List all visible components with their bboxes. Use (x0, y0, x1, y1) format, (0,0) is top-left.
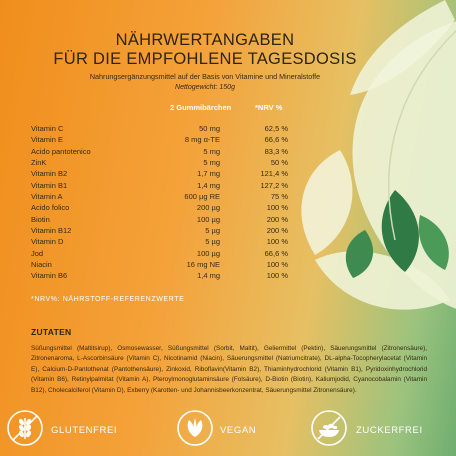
nutrient-nrv: 200 % (266, 214, 288, 224)
nutrient-name: Vitamin D (31, 237, 64, 247)
nutrient-nrv: 75 % (270, 192, 288, 202)
nutrient-amount: 5 µg (205, 226, 220, 236)
nutrient-name: Vitamin B6 (31, 271, 68, 281)
nutrient-nrv: 200 % (266, 226, 288, 236)
nutrient-nrv: 121,4 % (260, 169, 288, 179)
nutrient-name: Jod (31, 248, 44, 258)
table-row: Vitamin B2 1,7 mg 121,4 % (0, 169, 456, 180)
nutrient-nrv: 127,2 % (260, 180, 288, 190)
leaf-dark-2 (345, 230, 374, 278)
nutrient-nrv: 100 % (266, 203, 288, 213)
ingredients-heading: ZUTATEN (31, 327, 72, 337)
nutrient-nrv: 50 % (270, 158, 288, 168)
leaf-top (350, 0, 455, 95)
nutrient-name: Vitamin B12 (31, 226, 72, 236)
nutrient-amount: 1,7 mg (197, 169, 220, 179)
nutrient-name: ZinK (31, 158, 47, 168)
table-row: Vitamin A 600 µg RE 75 % (0, 192, 456, 203)
nutrient-name: Vitamin C (31, 124, 64, 133)
nutrient-amount: 1,4 mg (197, 180, 220, 190)
nutrient-amount: 5 mg (203, 146, 220, 156)
nutrient-amount: 1,4 mg (197, 271, 220, 281)
table-row: Vitamin C 50 mg 62,5 % (0, 124, 456, 135)
glutenfree-label: GLUTENFREI (51, 425, 118, 436)
nutrient-nrv: 100 % (266, 260, 288, 270)
nutrient-amount: 100 µg (196, 214, 220, 224)
table-row: Jod 100 µg 66,6 % (0, 249, 456, 260)
sugarfree-label: ZUCKERFREI (356, 425, 423, 436)
nutrient-name: Vitamin B2 (31, 169, 68, 179)
nutrient-amount: 16 mg NE (186, 260, 220, 270)
nutrient-nrv: 100 % (266, 237, 288, 247)
ingredients-text: Süßungsmittel (Maltitsirup), Osmosewasse… (31, 345, 427, 394)
nutrient-nrv: 66,6 % (264, 248, 288, 258)
table-header: 2 Gummibärchen *NRV % (0, 103, 456, 115)
nutrient-name: Vitamin B1 (31, 180, 68, 190)
table-row: Vitamin B12 5 µg 200 % (0, 226, 456, 237)
nutrient-amount: 200 µg (196, 203, 220, 213)
nutrient-nrv: 62,5 % (264, 124, 288, 133)
product-description: Nahrungsergänzungsmittel auf der Basis v… (89, 72, 321, 81)
leaf-vein (388, 29, 456, 241)
nutrient-name: Acido pantotenico (31, 146, 91, 156)
leaves-illustration (301, 0, 456, 310)
nutrition-table: Vitamin C 50 mg 62,5 % Vitamin E 8 mg α-TE 6… (0, 124, 456, 283)
page-title-line2: FÜR DIE EMPFOHLENE TAGESDOSIS (53, 50, 357, 68)
nutrient-nrv: 83,3 % (264, 146, 288, 156)
nutrient-name: Acido folico (31, 203, 70, 213)
table-row: Vitamin B1 1,4 mg 127,2 % (0, 181, 456, 192)
vegan-badge: VEGAN (176, 409, 291, 449)
nutrient-name: Biotin (31, 214, 50, 224)
nutrient-amount: 50 mg (199, 124, 220, 133)
table-row: Biotin 100 µg 200 % (0, 215, 456, 226)
nutrient-nrv: 100 % (266, 271, 288, 281)
nutrient-name: Niacin (31, 260, 52, 270)
nutrient-nrv: 66,6 % (264, 135, 288, 145)
nutrient-name: Vitamin E (31, 135, 63, 145)
table-row: Niacin 16 mg NE 100 % (0, 260, 456, 271)
table-row: Acido folico 200 µg 100 % (0, 203, 456, 214)
nutrient-amount: 5 µg (205, 237, 220, 247)
leaf-mid-left (301, 150, 353, 255)
table-row: Vitamin B6 1,4 mg 100 % (0, 271, 456, 282)
leaf-icon (177, 410, 213, 446)
nutrient-amount: 5 mg (203, 158, 220, 168)
sugarfree-badge: ZUCKERFREI (310, 409, 455, 449)
vegan-label: VEGAN (220, 425, 257, 436)
nutrient-amount: 100 µg (196, 248, 220, 258)
nutrient-amount: 600 µg RE (184, 192, 220, 202)
nutrient-name: Vitamin A (31, 192, 63, 202)
leaf-dark-3 (418, 215, 449, 270)
nutrient-amount: 8 mg α-TE (184, 135, 220, 145)
leaf-dark-1 (381, 190, 419, 272)
table-row: ZinK 5 mg 50 % (0, 158, 456, 169)
sugar-free-icon (311, 410, 347, 446)
net-weight: Nettogewicht: 150g (175, 84, 235, 91)
wheat-icon (7, 410, 43, 446)
page-title-line1: NÄHRWERTANGABEN (115, 31, 295, 49)
glutenfree-badge: GLUTENFREI (6, 409, 156, 449)
col-amount-header: 2 Gummibärchen (170, 103, 232, 112)
table-row: Vitamin D 5 µg 100 % (0, 237, 456, 248)
nrv-footnote: *NRV%: NÄHRSTOFF-REFERENZWERTE (31, 296, 185, 303)
col-nrv-header: *NRV % (255, 103, 283, 112)
table-row: Vitamin E 8 mg α-TE 66,6 % (0, 135, 456, 146)
table-row: Acido pantotenico 5 mg 83,3 % (0, 147, 456, 158)
